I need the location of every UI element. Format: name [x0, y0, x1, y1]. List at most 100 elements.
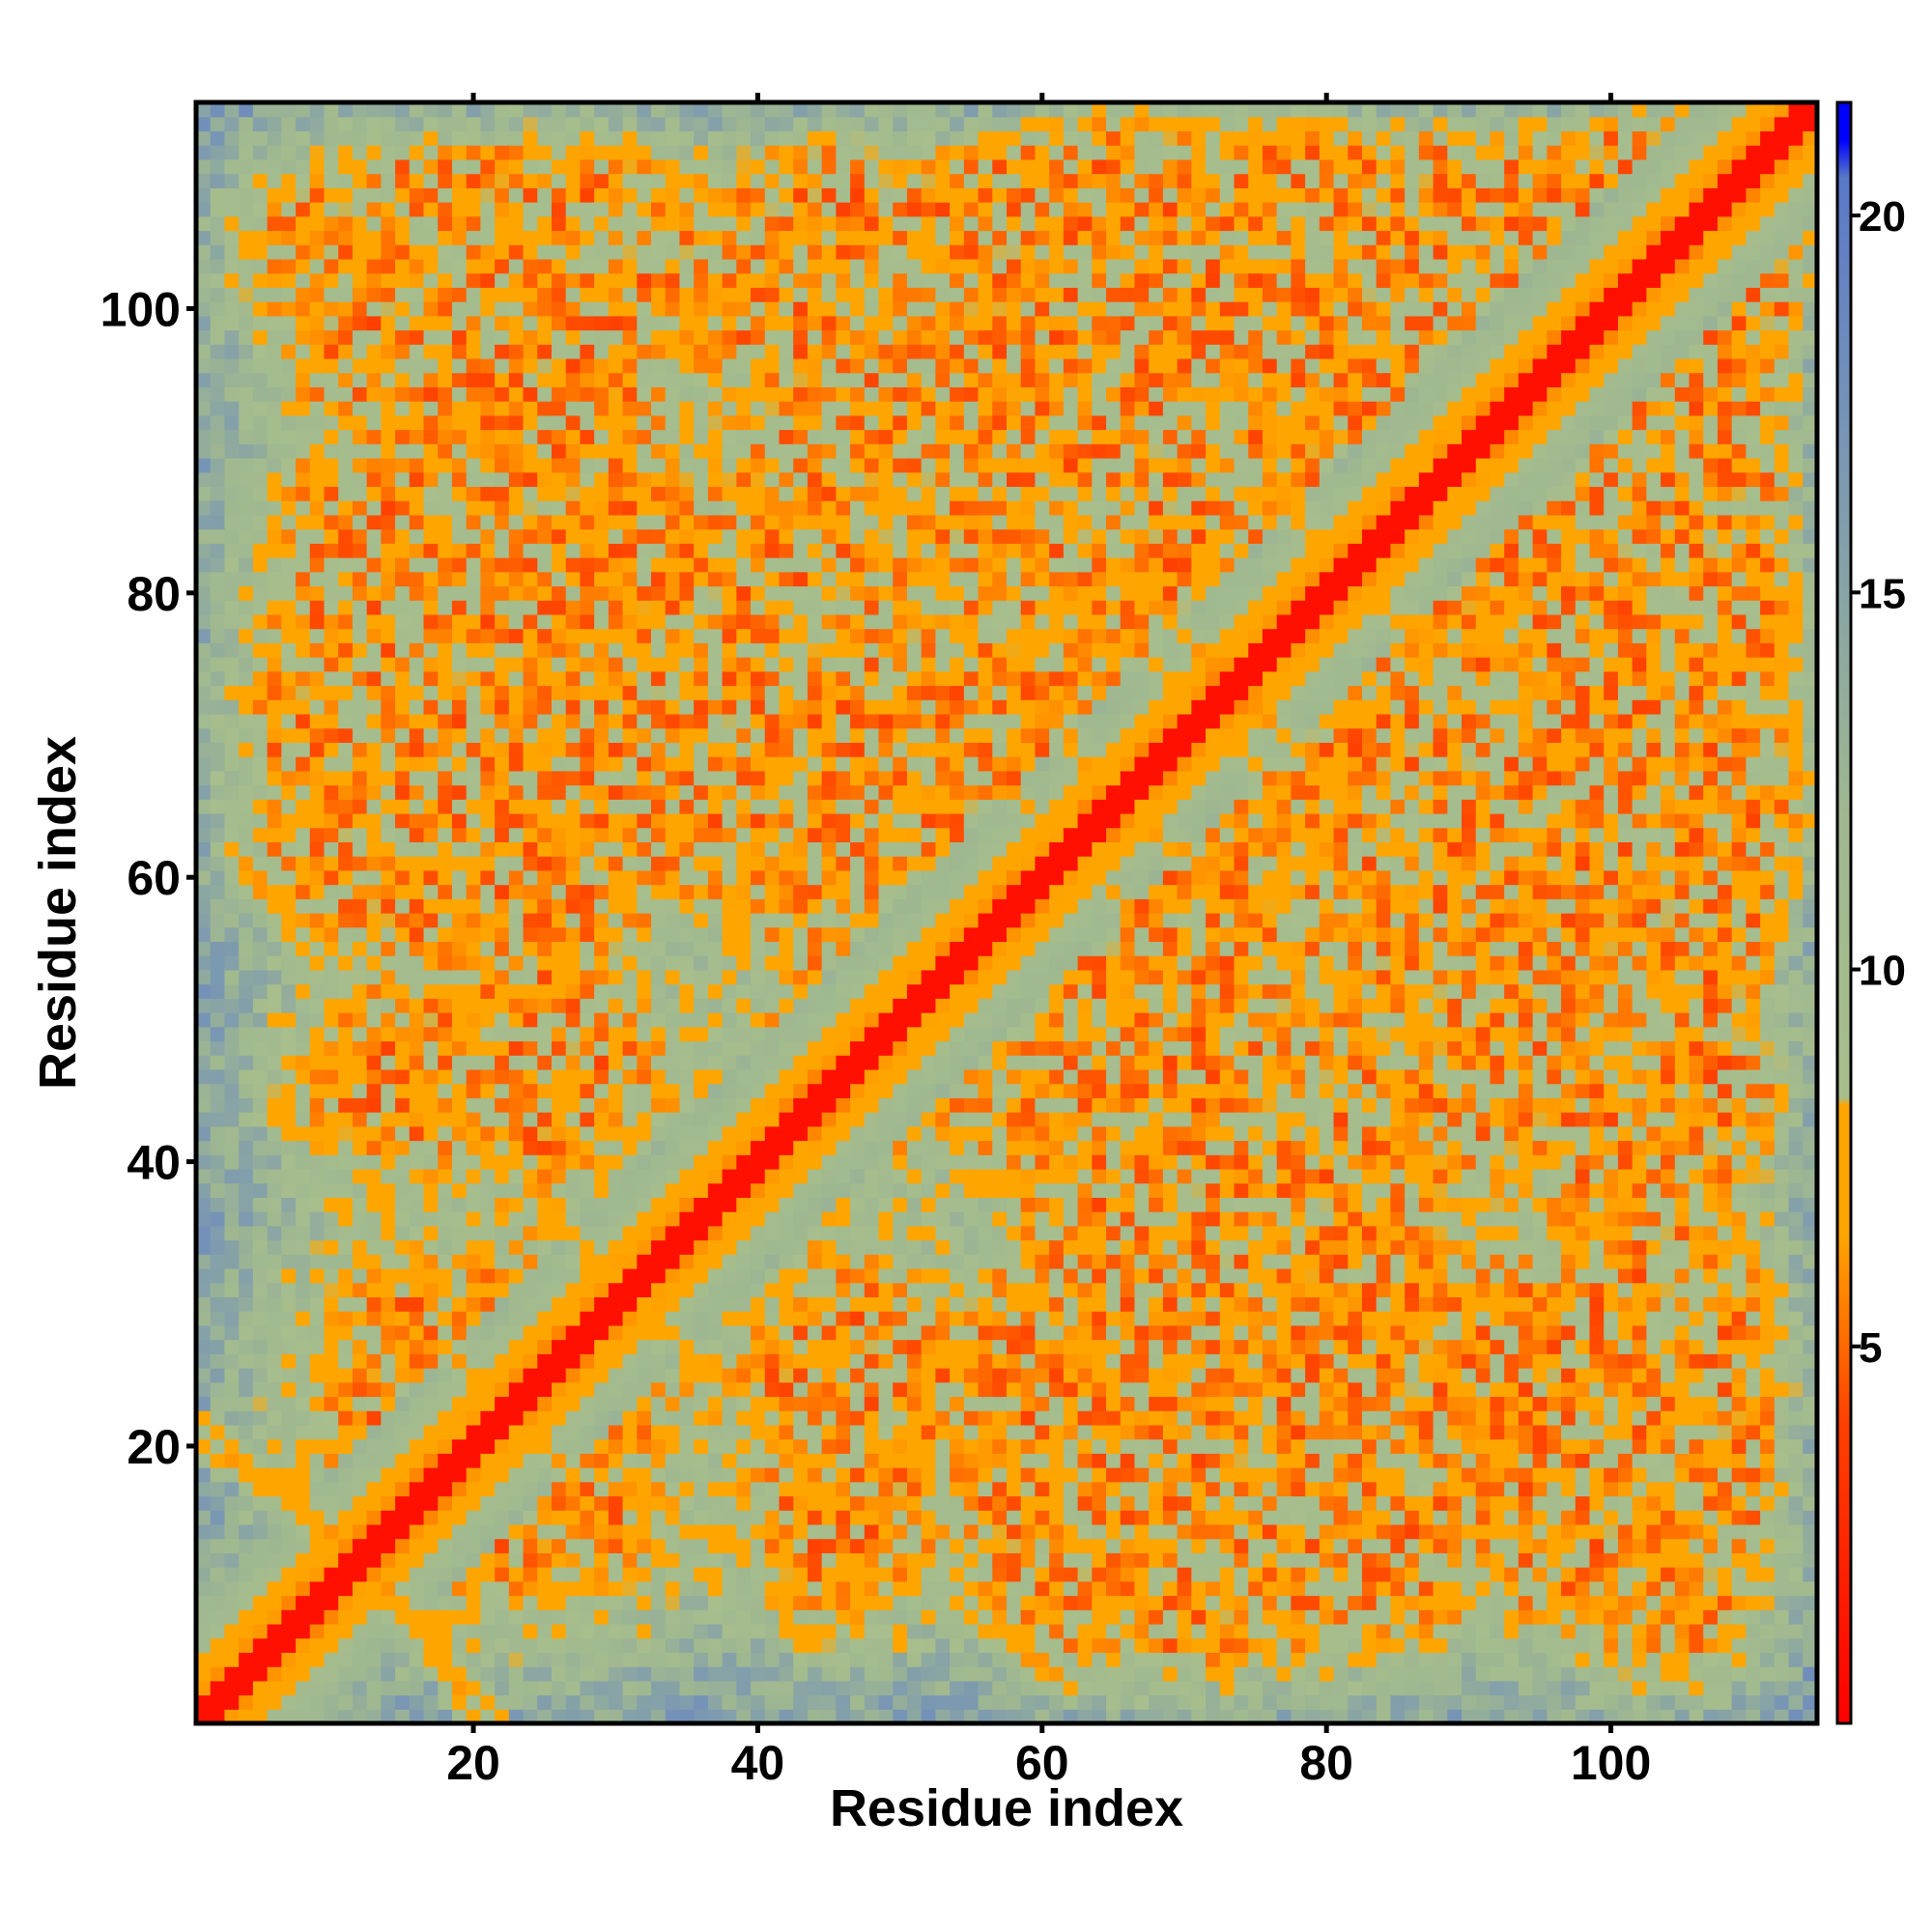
- heatmap-cell: [466, 1481, 481, 1497]
- heatmap-cell: [495, 116, 510, 132]
- heatmap-cell: [707, 1097, 724, 1113]
- heatmap-cell: [537, 1637, 553, 1653]
- heatmap-cell: [793, 1552, 809, 1568]
- heatmap-cell: [707, 1168, 724, 1184]
- heatmap-cell: [495, 315, 510, 331]
- heatmap-cell: [722, 955, 737, 971]
- heatmap-cell: [523, 514, 538, 530]
- heatmap-cell: [508, 1538, 525, 1553]
- heatmap-cell: [523, 215, 538, 232]
- heatmap-cell: [594, 1666, 610, 1682]
- heatmap-cell: [196, 998, 212, 1013]
- heatmap-cell: [694, 1552, 709, 1568]
- heatmap-cell: [309, 1026, 326, 1042]
- heatmap-cell: [707, 329, 724, 345]
- heatmap-cell: [196, 1680, 212, 1696]
- heatmap-cell: [694, 158, 709, 175]
- heatmap-cell: [480, 1026, 496, 1042]
- heatmap-cell: [637, 1467, 652, 1483]
- heatmap-cell: [395, 856, 411, 871]
- heatmap-cell: [622, 1026, 638, 1042]
- heatmap-cell: [508, 173, 525, 188]
- heatmap-cell: [352, 401, 368, 416]
- heatmap-cell: [451, 941, 468, 956]
- heatmap-cell: [665, 1324, 681, 1341]
- heatmap-cell: [523, 557, 538, 573]
- heatmap-cell: [224, 557, 240, 573]
- heatmap-cell: [196, 969, 212, 985]
- heatmap-cell: [793, 884, 809, 899]
- heatmap-cell: [395, 230, 411, 245]
- heatmap-cell: [296, 1495, 311, 1511]
- heatmap-cell: [267, 756, 282, 772]
- heatmap-cell: [438, 913, 453, 928]
- heatmap-cell: [451, 1538, 468, 1553]
- heatmap-cell: [722, 158, 737, 175]
- heatmap-cell: [665, 1567, 681, 1582]
- heatmap-cell: [736, 1097, 752, 1113]
- heatmap-cell: [239, 1296, 254, 1312]
- heatmap-cell: [366, 685, 382, 700]
- heatmap-cell: [537, 770, 553, 786]
- heatmap-cell: [409, 1026, 425, 1042]
- heatmap-cell: [622, 585, 638, 601]
- heatmap-cell: [252, 1311, 269, 1326]
- heatmap-cell: [309, 1552, 326, 1568]
- heatmap-cell: [580, 357, 595, 374]
- heatmap-cell: [793, 1324, 809, 1341]
- heatmap-cell: [537, 784, 553, 800]
- heatmap-cell: [239, 471, 254, 488]
- heatmap-cell: [622, 571, 638, 587]
- heatmap-cell: [707, 471, 724, 488]
- heatmap-cell: [523, 600, 538, 615]
- heatmap-cell: [409, 272, 425, 288]
- heatmap-cell: [438, 443, 453, 459]
- heatmap-cell: [381, 998, 396, 1013]
- heatmap-cell: [764, 699, 781, 715]
- heatmap-cell: [523, 1267, 538, 1284]
- heatmap-cell: [523, 685, 538, 700]
- heatmap-cell: [338, 613, 354, 630]
- heatmap-cell: [508, 628, 525, 643]
- heatmap-cell: [764, 1510, 781, 1525]
- heatmap-cell: [495, 1595, 510, 1610]
- heatmap-cell: [324, 1666, 339, 1682]
- heatmap-cell: [565, 1424, 582, 1440]
- heatmap-cell: [239, 585, 254, 601]
- heatmap-cell: [480, 301, 496, 317]
- heatmap-cell: [608, 1538, 624, 1553]
- heatmap-cell: [764, 1609, 781, 1625]
- heatmap-cell: [665, 1339, 681, 1354]
- heatmap-cell: [338, 1709, 354, 1724]
- heatmap-cell: [679, 145, 695, 160]
- heatmap-cell: [594, 158, 610, 175]
- heatmap-cell: [736, 1523, 752, 1540]
- heatmap-cell: [409, 1225, 425, 1241]
- heatmap-cell: [381, 571, 396, 587]
- heatmap-cell: [793, 1680, 809, 1696]
- heatmap-cell: [495, 983, 510, 999]
- heatmap-cell: [324, 841, 339, 857]
- heatmap-cell: [480, 443, 496, 459]
- heatmap-cell: [324, 1453, 339, 1468]
- heatmap-cell: [736, 486, 752, 501]
- heatmap-cell: [296, 913, 311, 928]
- heatmap-cell: [608, 1296, 624, 1312]
- heatmap-cell: [622, 443, 638, 459]
- heatmap-cell: [438, 1125, 453, 1142]
- heatmap-cell: [196, 500, 212, 516]
- heatmap-cell: [622, 1254, 638, 1269]
- heatmap-cell: [707, 983, 724, 999]
- heatmap-cell: [651, 1694, 667, 1710]
- heatmap-cell: [779, 1211, 794, 1227]
- heatmap-cell: [338, 130, 354, 146]
- heatmap-cell: [594, 1438, 610, 1454]
- heatmap-cell: [508, 1467, 525, 1483]
- heatmap-cell: [324, 173, 339, 188]
- heatmap-cell: [281, 1026, 297, 1042]
- heatmap-cell: [324, 130, 339, 146]
- heatmap-cell: [622, 799, 638, 814]
- heatmap-cell: [423, 827, 439, 842]
- heatmap-cell: [637, 1182, 652, 1198]
- heatmap-cell: [637, 244, 652, 260]
